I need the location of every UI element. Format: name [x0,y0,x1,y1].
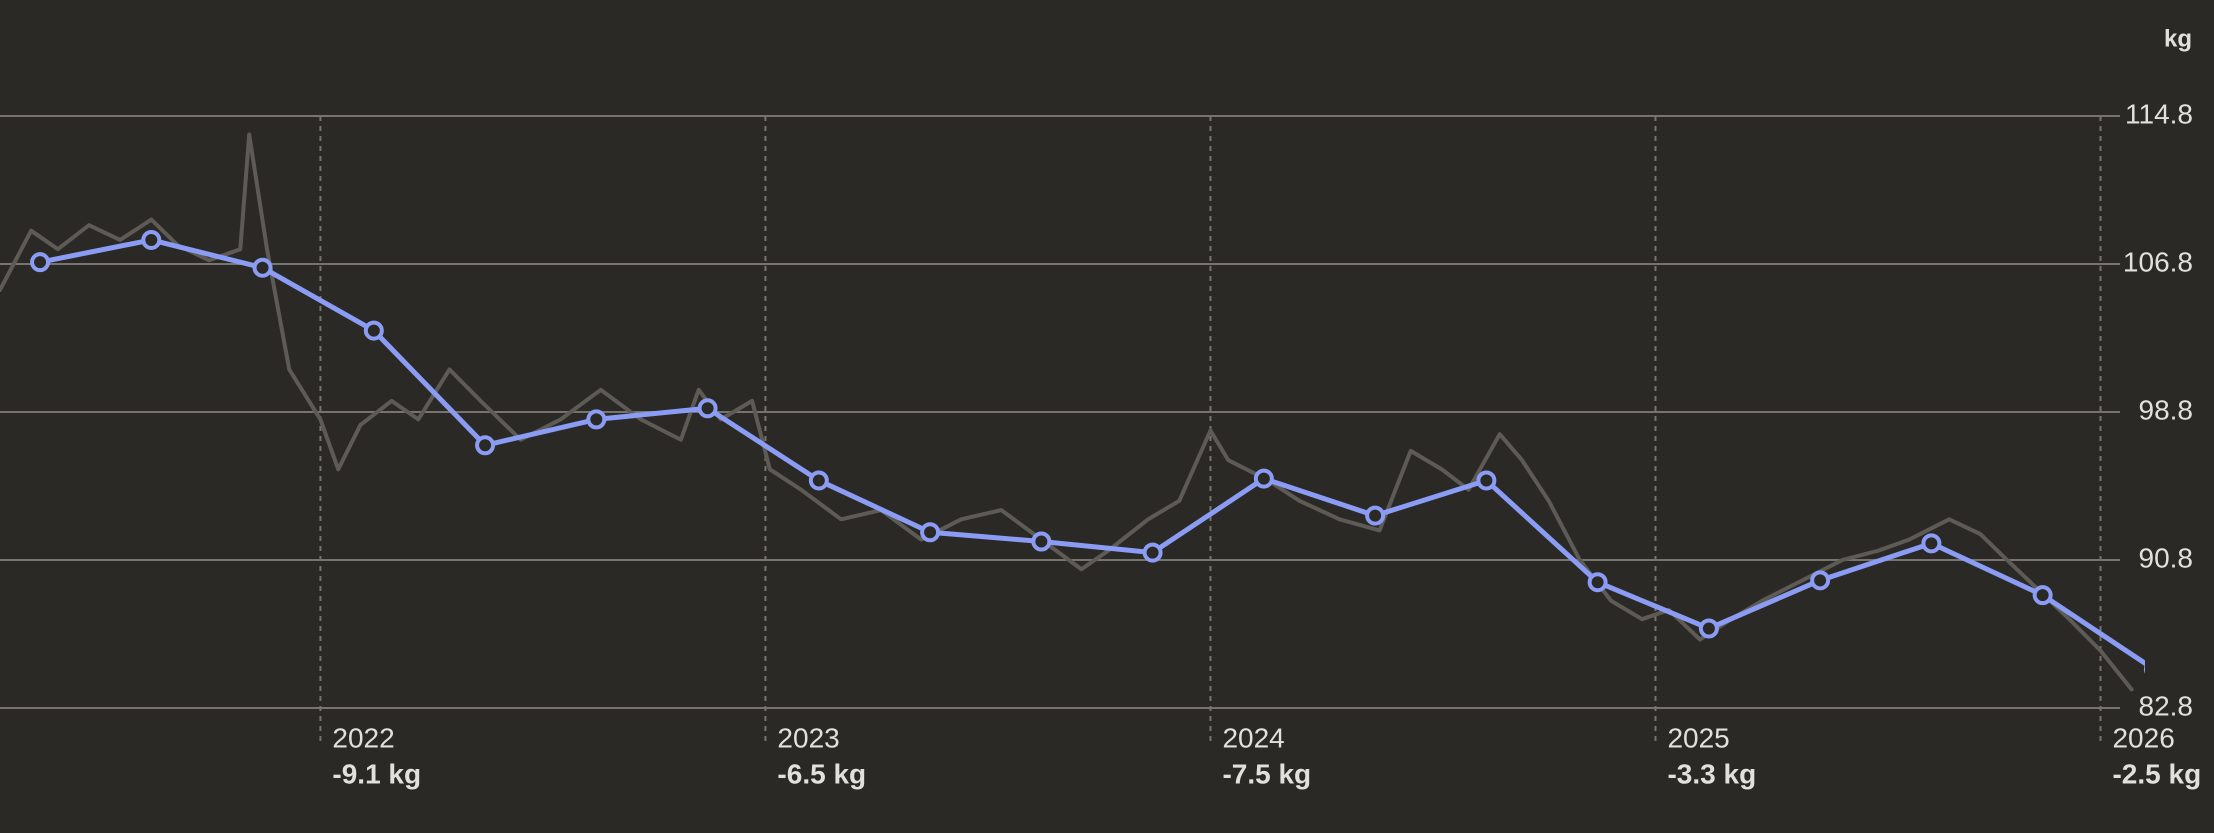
trend-point [1142,542,1163,563]
trend-point [30,252,51,273]
trend-point [1031,531,1052,552]
trend-point [2032,585,2053,606]
trend-point [1365,505,1386,526]
trend-point [808,470,829,491]
y-tick-label: 106.8 [2123,246,2193,277]
trend-point [920,522,941,543]
x-tick-label: 2025 [1667,722,1729,753]
y-tick-label: 98.8 [2139,394,2194,425]
grid [0,115,2120,745]
trend-point [1810,570,1831,591]
y-tick-label: 82.8 [2139,690,2194,721]
x-tick-label: 2024 [1222,722,1284,753]
trend-point [697,398,718,419]
x-tick-label: 2023 [777,722,839,753]
year-change-label: -2.5 kg [2112,758,2201,789]
x-tick-label: 2022 [332,722,394,753]
trend-point [1587,572,1608,593]
trend-point [1476,470,1497,491]
year-change-label: -3.3 kg [1667,758,1756,789]
trend-point [363,320,384,341]
trend-point [475,435,496,456]
y-tick-label: 90.8 [2139,542,2194,573]
plot-area [0,132,2145,692]
trend-point [252,257,273,278]
x-tick-label: 2026 [2112,722,2174,753]
year-change-label: -9.1 kg [332,758,421,789]
trend-point [1698,618,1719,639]
trend-point [1921,533,1942,554]
trend-line [37,237,2145,667]
y-unit-label: kg [2164,25,2192,52]
trend-point [586,409,607,430]
trend-point [1253,468,1274,489]
y-tick-label: 114.8 [2125,98,2193,129]
trend-point [141,229,162,250]
year-change-label: -6.5 kg [777,758,866,789]
year-change-label: -7.5 kg [1222,758,1311,789]
